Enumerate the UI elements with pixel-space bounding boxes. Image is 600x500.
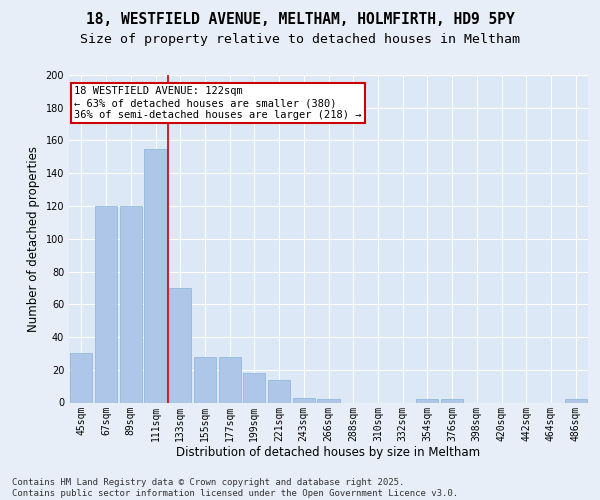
Bar <box>293 398 315 402</box>
Text: 18, WESTFIELD AVENUE, MELTHAM, HOLMFIRTH, HD9 5PY: 18, WESTFIELD AVENUE, MELTHAM, HOLMFIRTH… <box>86 12 514 28</box>
X-axis label: Distribution of detached houses by size in Meltham: Distribution of detached houses by size … <box>176 446 481 459</box>
Bar <box>416 399 439 402</box>
Text: Size of property relative to detached houses in Meltham: Size of property relative to detached ho… <box>80 32 520 46</box>
Y-axis label: Number of detached properties: Number of detached properties <box>27 146 40 332</box>
Text: Contains HM Land Registry data © Crown copyright and database right 2025.
Contai: Contains HM Land Registry data © Crown c… <box>12 478 458 498</box>
Bar <box>95 206 117 402</box>
Text: 18 WESTFIELD AVENUE: 122sqm
← 63% of detached houses are smaller (380)
36% of se: 18 WESTFIELD AVENUE: 122sqm ← 63% of det… <box>74 86 362 120</box>
Bar <box>145 148 167 402</box>
Bar <box>169 288 191 403</box>
Bar <box>441 399 463 402</box>
Bar <box>317 399 340 402</box>
Bar <box>218 356 241 403</box>
Bar <box>119 206 142 402</box>
Bar <box>565 399 587 402</box>
Bar <box>194 356 216 403</box>
Bar <box>268 380 290 402</box>
Bar <box>70 354 92 403</box>
Bar <box>243 373 265 402</box>
